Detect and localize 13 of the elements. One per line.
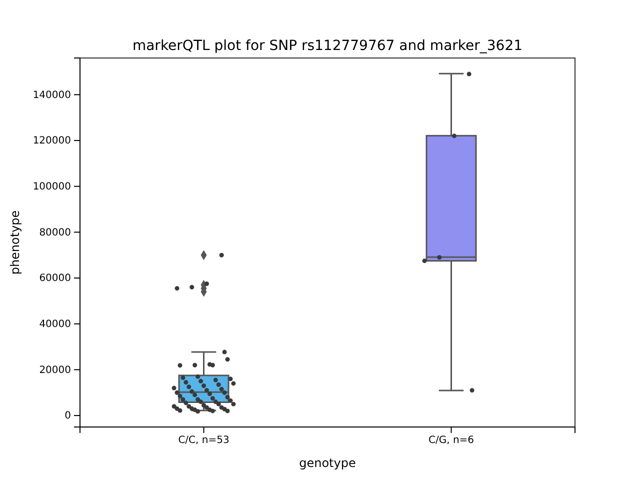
y-tick-label: 60000 (39, 273, 71, 284)
chart-title: markerQTL plot for SNP rs112779767 and marker_3621 (132, 38, 523, 54)
y-tick-label: 100000 (32, 182, 71, 193)
y-tick-label: 120000 (32, 136, 71, 147)
x-axis-title: genotype (299, 456, 356, 470)
y-tick-label: 20000 (39, 364, 71, 376)
x-tick-label: C/G, n=6 (428, 435, 474, 446)
y-axis-title: phenotype (8, 210, 22, 275)
x-tick-label: C/C, n=53 (178, 435, 230, 446)
y-tick-label: 40000 (39, 319, 71, 330)
y-tick-label: 80000 (39, 227, 71, 238)
y-tick-label: 0 (64, 410, 71, 422)
y-tick-label: 140000 (32, 90, 71, 101)
